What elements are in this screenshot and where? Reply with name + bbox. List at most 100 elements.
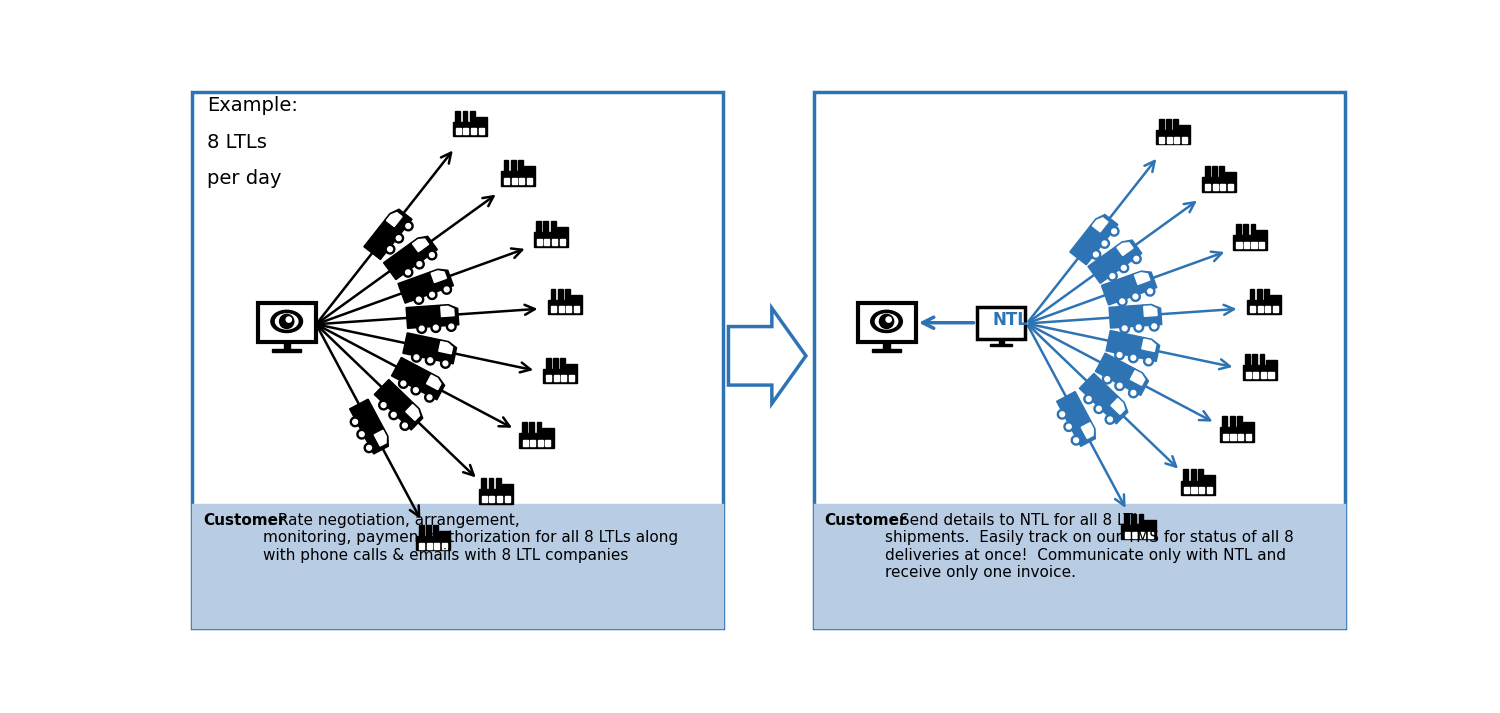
Polygon shape [411,236,438,260]
Circle shape [1110,227,1119,236]
Circle shape [1152,324,1156,329]
Polygon shape [1257,230,1268,235]
Bar [471,128,476,134]
Bar [1182,137,1188,143]
Circle shape [1084,394,1094,404]
Bar [1264,307,1270,312]
Bar [1264,289,1269,299]
Bar [1204,166,1209,178]
Bar [543,221,549,232]
Circle shape [400,381,406,386]
Circle shape [414,388,419,392]
Bar [435,543,439,548]
Circle shape [286,317,291,322]
Bar [1233,235,1268,250]
Bar [1222,434,1228,440]
Bar [1080,374,1119,412]
Bar [560,239,564,245]
Bar [1274,307,1278,312]
Circle shape [386,245,394,254]
Bar [1251,225,1256,235]
Circle shape [396,236,400,240]
Circle shape [404,221,412,231]
Bar [574,307,579,312]
Circle shape [414,355,419,360]
Polygon shape [476,117,488,122]
Circle shape [400,421,410,431]
Bar [554,358,558,369]
Bar [384,242,423,279]
Text: Customer: Customer [825,513,908,528]
Circle shape [442,361,448,366]
Circle shape [1131,356,1136,360]
Bar [1252,372,1258,378]
Circle shape [417,262,422,267]
Circle shape [378,400,388,410]
Bar [456,128,460,134]
Bar [554,375,560,381]
Circle shape [1114,381,1125,391]
Bar [815,503,1346,628]
Bar [489,496,495,502]
Circle shape [427,250,436,260]
Bar [1245,372,1251,378]
Circle shape [1086,396,1090,401]
Circle shape [381,403,386,408]
Bar [1132,532,1137,538]
Circle shape [1149,322,1160,331]
Circle shape [360,432,364,436]
Bar [464,128,468,134]
Circle shape [417,297,422,302]
Circle shape [1118,352,1122,357]
Bar [566,289,570,299]
Bar [482,496,488,502]
Bar [1230,434,1236,440]
Circle shape [405,270,411,275]
Circle shape [447,322,456,332]
Bar [1252,354,1257,366]
Circle shape [1132,294,1138,299]
Bar [420,543,424,548]
Bar [1214,184,1218,190]
Bar [1244,225,1248,235]
Circle shape [394,233,404,243]
Bar [1238,416,1242,427]
Circle shape [1107,417,1113,422]
Bar [1184,487,1190,493]
Polygon shape [426,375,441,389]
Bar [375,379,414,418]
Polygon shape [1140,337,1160,361]
Polygon shape [1270,294,1281,299]
Polygon shape [436,340,456,364]
Polygon shape [1134,273,1150,284]
Bar [1070,225,1107,265]
Bar [364,220,402,260]
Bar [537,422,542,434]
Bar [1173,119,1179,130]
Circle shape [411,385,420,395]
Bar [478,128,484,134]
Polygon shape [1134,271,1156,293]
Polygon shape [374,430,386,446]
Circle shape [1146,359,1150,364]
Bar [456,111,460,122]
Polygon shape [1244,422,1254,427]
Polygon shape [430,271,447,282]
Text: : Rate negotiation, arrangement,
monitoring, payment authorization for all 8 LTL: : Rate negotiation, arrangement, monitor… [264,513,678,563]
Bar [550,289,555,299]
Bar [1148,532,1152,538]
Circle shape [1094,252,1098,257]
Bar [566,307,572,312]
Circle shape [392,412,396,417]
Polygon shape [1118,242,1132,255]
Bar [489,478,494,489]
Bar [1191,487,1197,493]
FancyBboxPatch shape [858,303,915,342]
Bar [550,307,556,312]
Polygon shape [1104,397,1128,424]
Circle shape [448,324,453,329]
Bar [398,272,438,303]
Bar [1106,331,1144,358]
Bar [1246,299,1281,314]
Circle shape [387,247,393,252]
